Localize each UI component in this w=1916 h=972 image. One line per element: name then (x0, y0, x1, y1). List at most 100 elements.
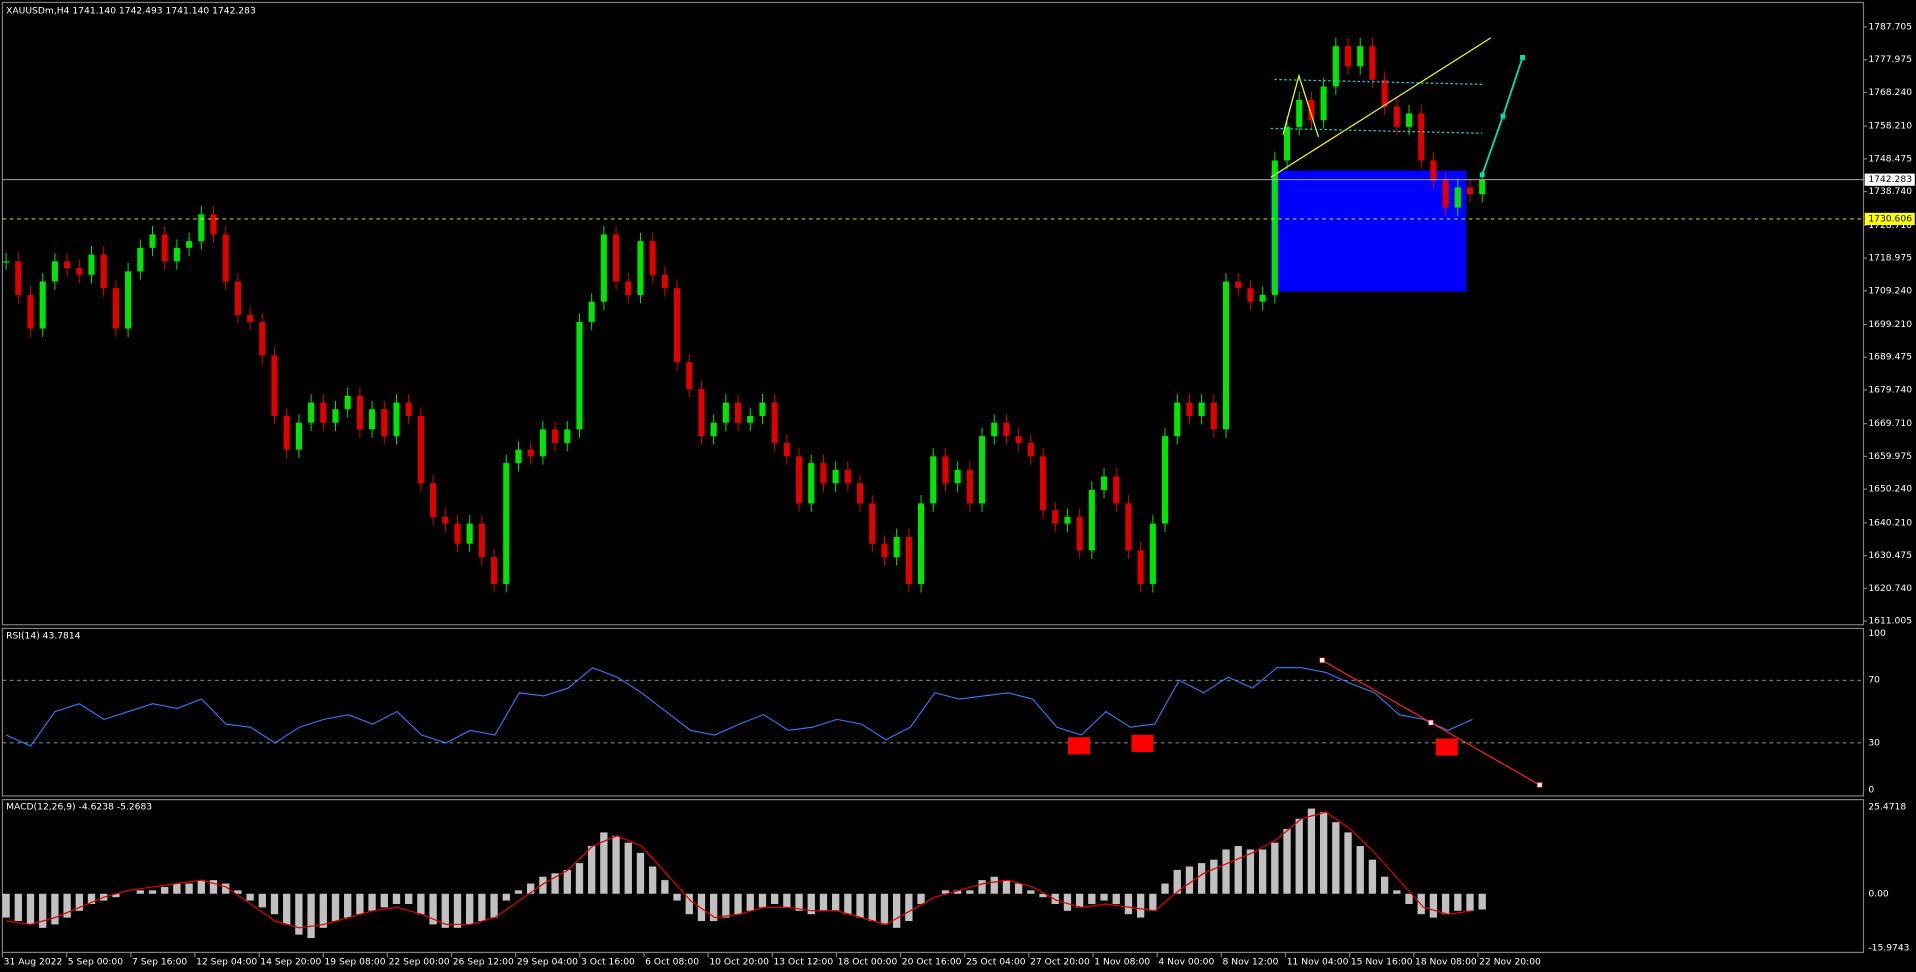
candle-body (1137, 550, 1144, 585)
plot-layer: 1787.705 1777.975 1768.240 1758.210 1748.475… (1, 21, 1915, 968)
symbol-header: XAUUSDm,H4 1741.140 1742.493 1741.140 17… (6, 6, 256, 17)
candle-body (1161, 436, 1169, 524)
histogram-bar (600, 832, 608, 894)
price-zone (1270, 170, 1467, 292)
candle-body (442, 516, 449, 524)
histogram-bar (1441, 893, 1450, 915)
candle-body (564, 429, 571, 443)
candle-body (600, 234, 607, 302)
candle-body (1198, 402, 1205, 416)
y-tick-label: 1748.475 (1868, 153, 1912, 164)
candle-body (332, 409, 339, 423)
candle-body (27, 294, 34, 329)
candle-body (759, 402, 766, 416)
histogram-bar (1332, 822, 1340, 894)
histogram-bar (75, 893, 83, 911)
histogram-bar (563, 869, 571, 894)
histogram-bar (588, 846, 596, 894)
candle-body (1064, 516, 1071, 524)
candle-body (942, 456, 949, 484)
histogram-bar (1405, 893, 1413, 904)
histogram-bar (453, 893, 462, 928)
histogram-bar (795, 893, 803, 911)
x-tick-label: 5 Sep 00:00 (68, 957, 123, 968)
histogram-bar (26, 893, 35, 925)
candle-body (125, 271, 132, 329)
histogram-bar (575, 863, 584, 894)
candle-body (856, 483, 864, 504)
histogram-bar (783, 893, 791, 908)
histogram-bar (1246, 849, 1255, 894)
candle-body (1479, 179, 1486, 195)
candle-body (1332, 46, 1339, 87)
candle-body (1259, 294, 1266, 302)
candle-body (1088, 489, 1095, 551)
histogram-bar (758, 893, 767, 908)
histogram-bar (722, 893, 730, 918)
histogram-bar (405, 893, 413, 904)
candle-body (588, 301, 595, 322)
y-tick-label: 1718.975 (1868, 253, 1912, 264)
histogram-bar (709, 893, 718, 922)
candle-body (491, 557, 498, 585)
candle-body (88, 254, 95, 275)
histogram-bar (234, 890, 242, 894)
candle-body (771, 402, 778, 443)
candle-body (1027, 442, 1034, 457)
y-tick-label: 1728.710 (1868, 220, 1912, 231)
candle-body (344, 395, 351, 410)
trend-point (1536, 782, 1543, 788)
candle-body (1442, 180, 1449, 208)
candle-body (1271, 160, 1278, 295)
histogram-bar (1307, 808, 1316, 894)
x-tick-label: 31 Aug 2022 (4, 957, 63, 968)
candle-body (198, 214, 205, 242)
candle-body (51, 261, 58, 282)
histogram-bar (1429, 893, 1438, 918)
y-tick-label: 1689.475 (1868, 352, 1912, 363)
candle-body (637, 241, 644, 295)
histogram-bar (990, 876, 998, 894)
y-tick-label: 0 (1868, 784, 1874, 795)
histogram-bar (1149, 893, 1157, 911)
candle-body (15, 261, 22, 295)
histogram-bar (136, 890, 144, 894)
histogram-bar (770, 893, 779, 904)
candle-body (783, 442, 790, 457)
candle-body (1320, 86, 1327, 121)
candle-body (210, 214, 217, 235)
candle-body (552, 429, 559, 443)
signal-marker (1067, 737, 1090, 755)
candle-body (417, 415, 424, 484)
candle-body (1454, 187, 1461, 208)
candle-body (735, 402, 742, 423)
histogram-bar (1222, 849, 1230, 894)
macd-panel (1, 798, 1865, 954)
x-tick-label: 20 Oct 16:00 (902, 957, 962, 968)
histogram-bar (1283, 829, 1291, 894)
candle-body (930, 456, 937, 504)
candle-body (613, 234, 620, 282)
candle-body (295, 422, 302, 450)
candle-body (844, 469, 851, 484)
candle-body (3, 261, 10, 263)
candle-body (112, 288, 119, 329)
candle-body (64, 261, 71, 269)
histogram-bar (319, 893, 327, 928)
candle-body (1357, 46, 1364, 67)
candle-body (893, 537, 900, 558)
y-tick-label: 1659.975 (1868, 451, 1912, 462)
y-tick-label: 1777.975 (1868, 54, 1912, 65)
candle-body (649, 241, 656, 275)
candle-body (1235, 281, 1242, 289)
y-tick-label: 1630.475 (1868, 550, 1912, 561)
y-tick-label: 30 (1868, 737, 1880, 748)
price-label-box (1864, 173, 1915, 186)
histogram-bar (880, 893, 889, 925)
histogram-bar (892, 893, 901, 928)
histogram-bar (1344, 832, 1352, 894)
y-tick-label: 1768.240 (1868, 87, 1912, 98)
candle-body (1113, 476, 1120, 504)
x-tick-label: 14 Sep 20:00 (260, 957, 321, 968)
